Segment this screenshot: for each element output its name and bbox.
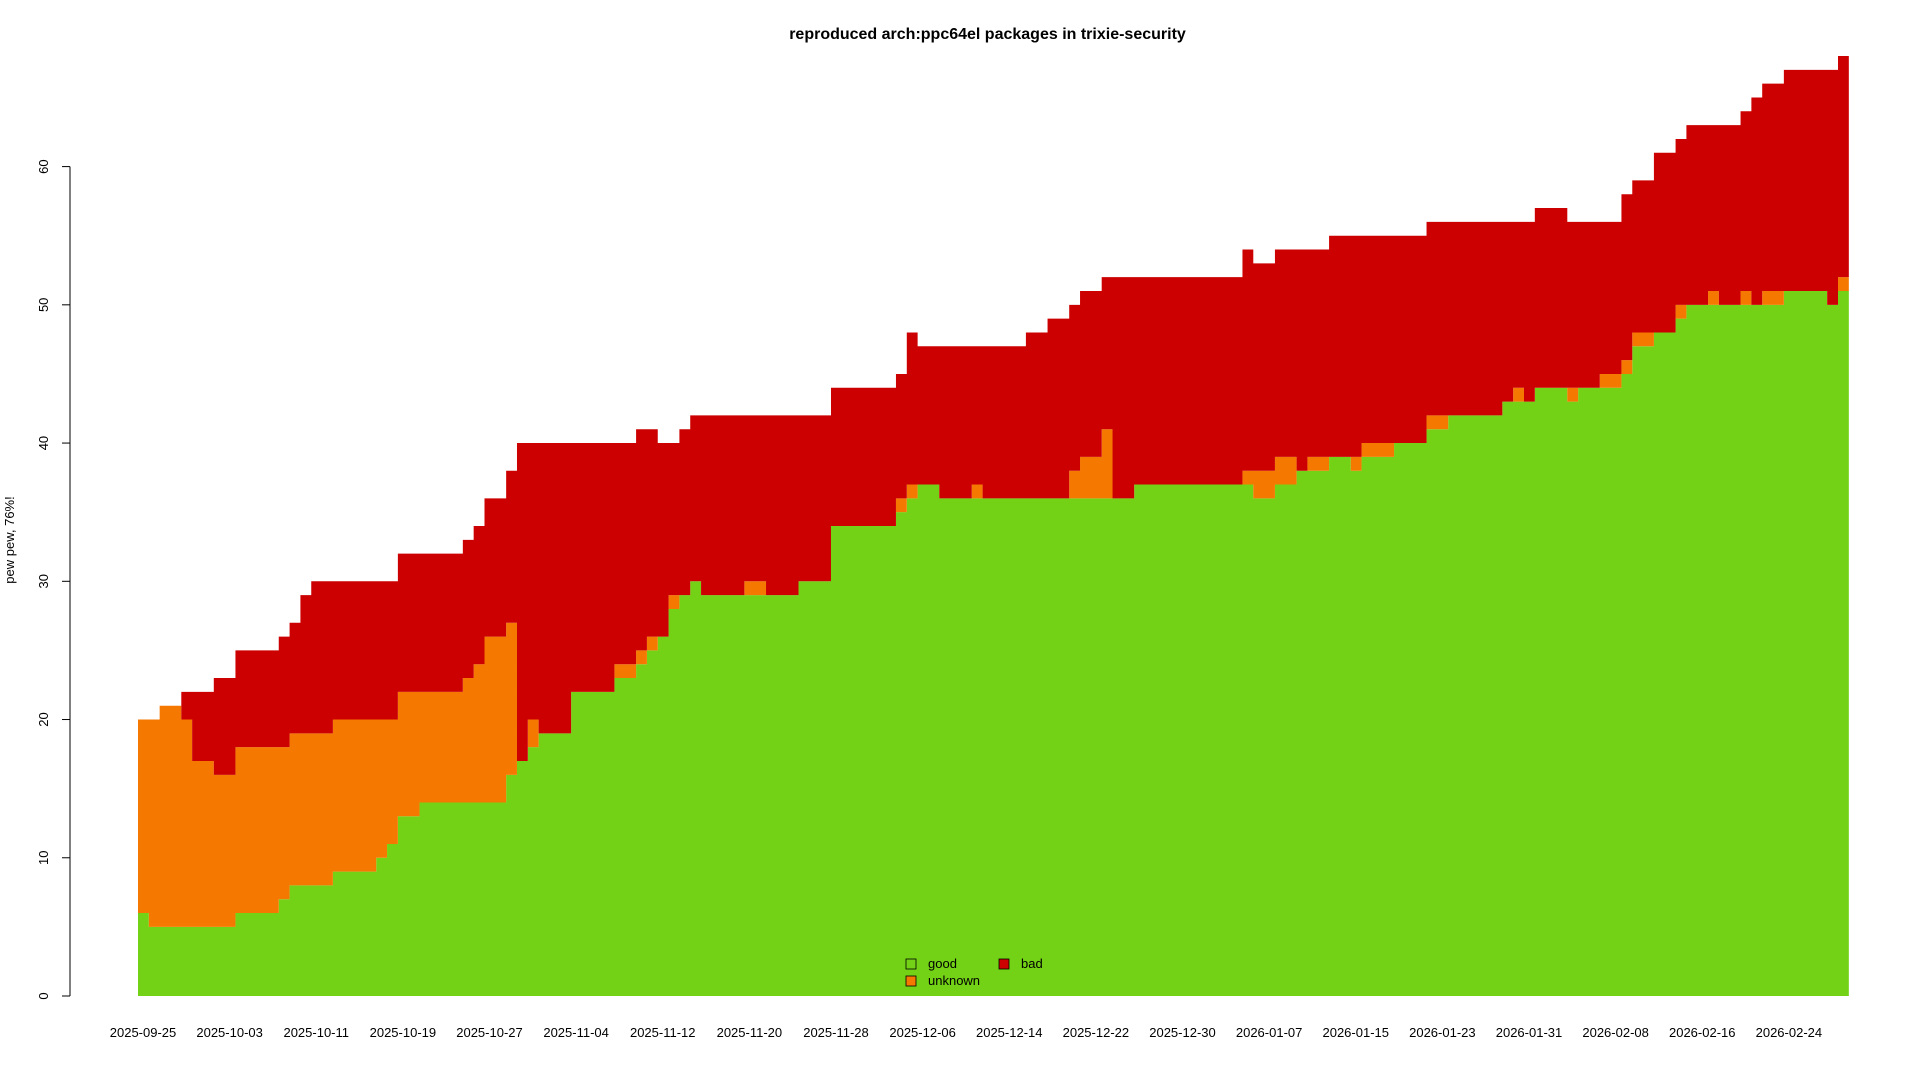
y-tick-label: 20 bbox=[36, 712, 51, 726]
y-tick-label: 40 bbox=[36, 436, 51, 450]
x-tick-label: 2026-01-15 bbox=[1322, 1025, 1389, 1040]
x-tick-label: 2025-11-04 bbox=[543, 1025, 609, 1040]
x-axis: 2025-09-25 2025-10-03 2025-10-11 2025-10-19… bbox=[110, 1025, 1822, 1040]
legend-swatch-good bbox=[905, 958, 917, 970]
y-axis-label: pew pew, 76%! bbox=[2, 496, 17, 583]
area-good bbox=[138, 291, 1849, 996]
legend-label-unknown: unknown bbox=[928, 973, 980, 988]
legend-swatch-unknown bbox=[905, 975, 917, 987]
x-tick-label: 2025-12-22 bbox=[1063, 1025, 1130, 1040]
x-tick-label: 2025-11-12 bbox=[630, 1025, 696, 1040]
x-tick-label: 2025-10-11 bbox=[283, 1025, 349, 1040]
x-tick-label: 2025-10-19 bbox=[370, 1025, 437, 1040]
area-bad bbox=[138, 56, 1849, 775]
x-tick-label: 2026-02-16 bbox=[1669, 1025, 1736, 1040]
y-tick-label: 0 bbox=[36, 992, 51, 999]
x-tick-label: 2025-11-20 bbox=[717, 1025, 783, 1040]
x-tick-label: 2025-12-30 bbox=[1149, 1025, 1216, 1040]
x-tick-label: 2026-01-07 bbox=[1236, 1025, 1303, 1040]
x-tick-label: 2026-01-23 bbox=[1409, 1025, 1476, 1040]
x-tick-label: 2026-02-08 bbox=[1582, 1025, 1649, 1040]
x-tick-label: 2025-11-28 bbox=[803, 1025, 869, 1040]
y-tick-label: 50 bbox=[36, 298, 51, 312]
y-tick-label: 60 bbox=[36, 159, 51, 173]
y-tick-label: 30 bbox=[36, 574, 51, 588]
chart-legend: good unknown bad bbox=[905, 956, 1043, 988]
x-tick-label: 2026-02-24 bbox=[1756, 1025, 1823, 1040]
x-tick-label: 2025-10-03 bbox=[196, 1025, 263, 1040]
x-tick-label: 2025-12-06 bbox=[889, 1025, 956, 1040]
legend-label-bad: bad bbox=[1021, 956, 1043, 971]
chart-title: reproduced arch:ppc64el packages in trix… bbox=[789, 26, 1186, 43]
x-tick-label: 2025-09-25 bbox=[110, 1025, 177, 1040]
y-tick-label: 10 bbox=[36, 851, 51, 865]
legend-label-good: good bbox=[928, 956, 957, 971]
chart-areas bbox=[138, 56, 1849, 996]
x-tick-label: 2025-12-14 bbox=[976, 1025, 1043, 1040]
area-unknown bbox=[138, 277, 1849, 927]
x-tick-label: 2026-01-31 bbox=[1496, 1025, 1563, 1040]
x-tick-label: 2025-10-27 bbox=[456, 1025, 523, 1040]
legend-swatch-bad bbox=[998, 958, 1010, 970]
y-axis: 0 10 20 30 40 50 60 bbox=[36, 159, 71, 1000]
